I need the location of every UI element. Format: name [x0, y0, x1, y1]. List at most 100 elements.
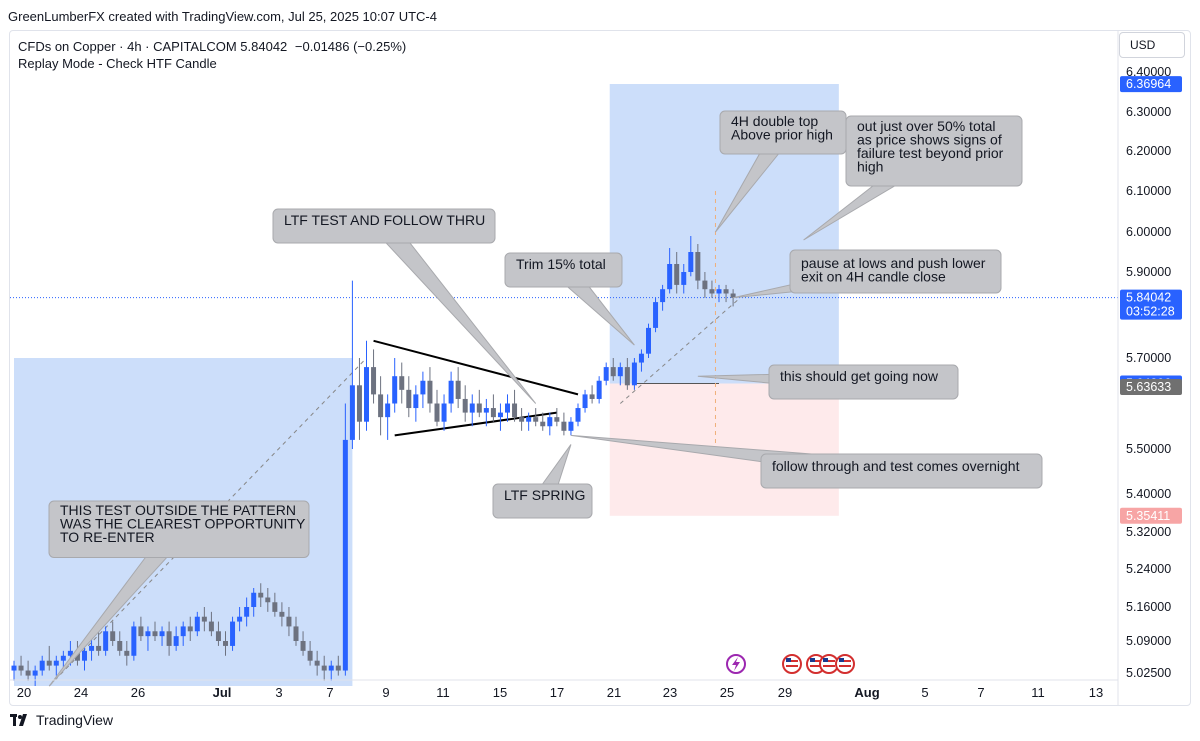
callout-note: follow through and test comes overnight	[570, 434, 1043, 489]
callout-text: this should get going now	[780, 368, 939, 384]
callout-note: this should get going now	[697, 364, 959, 400]
callout-pointer	[375, 218, 537, 404]
chart-frame	[9, 30, 1191, 706]
callout-box	[48, 500, 310, 558]
flag-canton	[786, 658, 791, 662]
x-tick-label: 11	[1031, 685, 1045, 700]
x-tick-label: 26	[131, 685, 145, 700]
flag-canton	[810, 658, 815, 662]
y-tick-label: 5.70000	[1126, 351, 1171, 365]
callout-text: WAS THE CLEAREST OPPORTUNITY	[60, 516, 306, 532]
tradingview-logo-icon	[10, 714, 27, 726]
candle-body	[173, 636, 179, 646]
callout-text: follow through and test comes overnight	[772, 458, 1020, 474]
y-tick-label: 5.32000	[1126, 525, 1171, 539]
candle-body	[512, 403, 518, 418]
callout-box	[504, 252, 623, 288]
us-flag-event-icon	[782, 654, 802, 674]
symbol-info: CFDs on Copper · 4h · CAPITALCOM	[18, 39, 237, 54]
price-label-text: 5.63633	[1126, 380, 1171, 394]
candle-body	[194, 616, 200, 632]
x-tick-label: 9	[382, 685, 389, 700]
candle-body	[392, 376, 398, 404]
wedge-upper-line	[373, 339, 579, 396]
candle-body	[117, 641, 123, 651]
y-tick-label: 5.16000	[1126, 600, 1171, 614]
y-tick-label: 5.02500	[1126, 666, 1171, 680]
candle-body	[702, 280, 708, 290]
callout-text: pause at lows and push lower	[801, 255, 986, 271]
candle-body	[237, 616, 243, 622]
candle-body	[131, 626, 137, 656]
event-icons	[726, 654, 855, 674]
candle-body	[349, 385, 355, 440]
currency-selector[interactable]: USD	[1119, 32, 1185, 58]
candle-body	[519, 417, 525, 422]
candle-body	[11, 665, 17, 671]
chart-attribution: GreenLumberFX created with TradingView.c…	[8, 9, 437, 24]
flag-canton	[839, 658, 844, 662]
candle-body	[279, 611, 285, 617]
callout-box	[768, 364, 959, 400]
callout-text: as price shows signs of	[857, 132, 1002, 148]
candle-body	[723, 289, 729, 294]
candle-body	[709, 289, 715, 294]
callout-text: THIS TEST OUTSIDE THE PATTERN	[60, 502, 296, 518]
candle-body	[103, 631, 109, 651]
candle-body	[617, 367, 623, 377]
callout-text: failure test beyond prior	[857, 145, 1004, 161]
callout-text: out just over 50% total	[857, 118, 996, 134]
y-tick-label: 6.10000	[1126, 184, 1171, 198]
price-label-box	[1120, 289, 1182, 320]
y-tick-label: 5.50000	[1126, 442, 1171, 456]
candle-body	[568, 421, 574, 431]
candle-body	[328, 665, 334, 671]
flag-stripe	[823, 660, 835, 662]
tradingview-footer[interactable]: TradingView	[10, 712, 113, 728]
candle-body	[356, 385, 362, 422]
x-tick-label: 7	[977, 685, 984, 700]
candle-body	[434, 403, 440, 422]
candle-body	[716, 289, 722, 294]
y-tick-label: 6.30000	[1126, 105, 1171, 119]
candle-body	[272, 602, 278, 612]
candle-body	[730, 293, 736, 298]
callout-note: Trim 15% total	[504, 252, 635, 346]
candle-body	[378, 394, 384, 418]
candle-body	[46, 660, 52, 666]
x-tick-label: 24	[74, 685, 88, 700]
candle-body	[321, 665, 327, 671]
wedge-lower-line	[394, 411, 557, 437]
candle-body	[138, 626, 144, 637]
candle-body	[60, 655, 66, 661]
candle-body	[533, 417, 539, 422]
us-flag-event-icon	[835, 654, 855, 674]
candle-body	[187, 626, 193, 632]
flag-stripe	[786, 665, 798, 667]
y-tick-label: 6.20000	[1126, 144, 1171, 158]
y-tick-label: 6.00000	[1126, 225, 1171, 239]
candle-body	[300, 641, 306, 651]
candle-body	[159, 631, 165, 637]
candle-body	[286, 616, 292, 627]
position-guide-line	[619, 297, 741, 404]
callout-text: 4H double top	[731, 113, 818, 129]
candle-body	[124, 650, 130, 656]
x-tick-label: 17	[550, 685, 564, 700]
candle-body	[18, 665, 24, 671]
callout-box	[789, 249, 1002, 294]
candle-body	[638, 353, 644, 363]
x-tick-label: 13	[1089, 685, 1103, 700]
candle-body	[342, 439, 348, 671]
candle-body	[25, 670, 31, 676]
candle-body	[223, 641, 228, 646]
candles-group	[11, 236, 736, 686]
flag-stripe	[839, 660, 851, 662]
candle-body	[483, 408, 489, 413]
last-price: 5.84042	[240, 39, 288, 54]
candle-body	[230, 621, 236, 646]
